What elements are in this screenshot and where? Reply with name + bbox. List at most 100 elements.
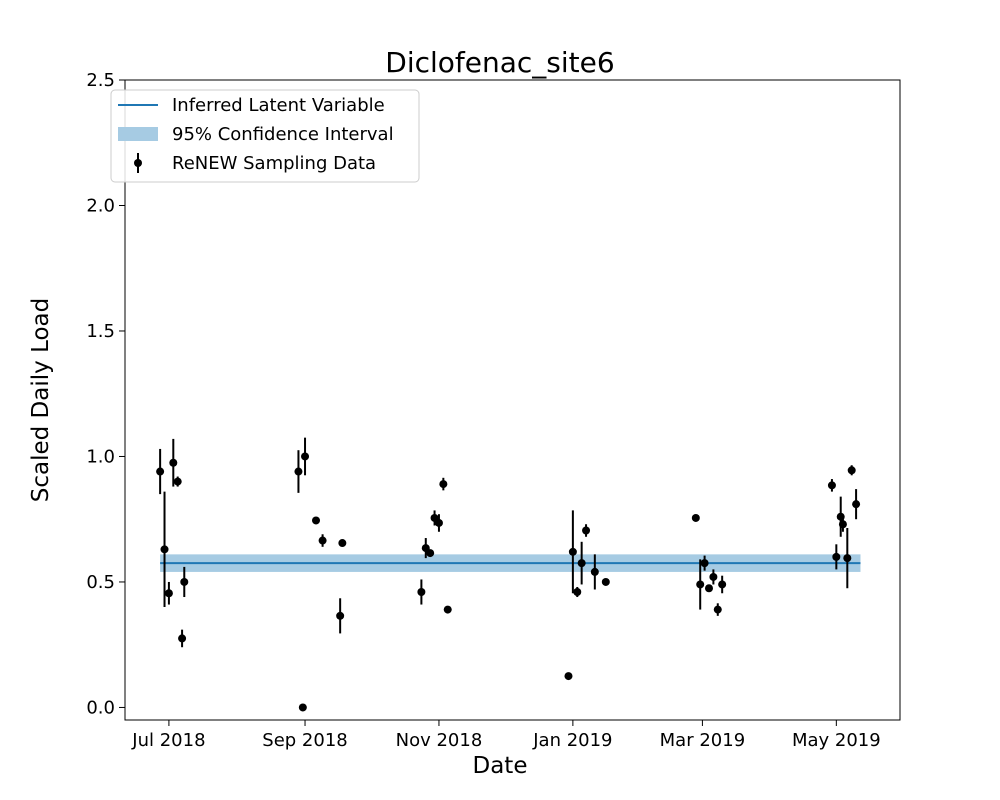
point-marker [338, 539, 347, 548]
legend-ci-swatch [118, 127, 158, 141]
point-marker [573, 588, 582, 596]
point-marker [160, 545, 169, 554]
legend-points-label: ReNEW Sampling Data [172, 153, 376, 174]
data-point [318, 534, 327, 547]
data-point [847, 465, 856, 476]
point-marker [718, 580, 727, 589]
y-tick-label: 1.0 [86, 446, 115, 467]
data-point [312, 516, 321, 525]
point-marker [843, 554, 852, 563]
data-point [832, 544, 841, 570]
point-marker [713, 605, 722, 614]
point-marker [700, 559, 709, 568]
legend-ci-label: 95% Confidence Interval [172, 124, 394, 145]
point-marker [852, 500, 861, 509]
chart-title: Diclofenac_site6 [385, 46, 614, 79]
data-point [426, 549, 435, 558]
data-point [338, 539, 347, 548]
data-point [827, 479, 836, 492]
data-point [843, 528, 852, 589]
point-marker [417, 588, 426, 596]
y-axis: 0.0 0.5 1.0 1.5 2.0 2.5 [86, 70, 125, 718]
x-tick-label: Nov 2018 [396, 730, 483, 751]
y-tick-label: 2.5 [86, 70, 115, 91]
point-marker [434, 518, 443, 527]
data-point [417, 579, 426, 605]
x-tick-label: May 2019 [792, 730, 881, 751]
x-tick-label: Mar 2019 [660, 730, 746, 751]
x-tick-label: Jan 2019 [532, 730, 612, 751]
point-marker [426, 549, 435, 558]
data-point [700, 555, 709, 571]
data-point [434, 514, 443, 532]
x-tick-label: Sep 2018 [262, 730, 347, 751]
data-point [294, 450, 303, 493]
data-point [439, 477, 448, 491]
x-axis: Jul 2018 Sep 2018 Nov 2018 Jan 2019 Mar 2019… [131, 720, 881, 751]
y-axis-label: Scaled Daily Load [28, 298, 54, 502]
point-marker [691, 513, 700, 522]
point-marker [832, 552, 841, 561]
data-point [691, 513, 700, 522]
data-point [160, 491, 169, 608]
point-marker [564, 672, 573, 681]
point-marker [312, 516, 321, 525]
data-point [590, 554, 599, 590]
data-point [173, 476, 182, 487]
point-marker [443, 605, 452, 614]
data-point [180, 566, 189, 598]
point-marker [318, 536, 327, 545]
data-point [156, 448, 165, 495]
data-point [696, 559, 705, 610]
x-axis-label: Date [473, 753, 528, 779]
point-marker [294, 467, 303, 476]
data-point [301, 437, 310, 476]
data-point [582, 524, 591, 537]
point-marker [336, 611, 345, 620]
point-marker [582, 526, 591, 535]
point-marker [838, 520, 847, 529]
data-point [564, 672, 573, 681]
point-marker [164, 589, 173, 598]
point-marker [601, 577, 610, 586]
point-marker [169, 458, 178, 467]
data-point [577, 541, 586, 585]
point-marker [173, 477, 182, 486]
point-marker [709, 572, 718, 581]
legend-latent-label: Inferred Latent Variable [172, 95, 385, 116]
legend-box [110, 89, 420, 183]
data-point [336, 598, 345, 634]
data-point [709, 569, 718, 585]
data-point [852, 489, 861, 520]
legend: Inferred Latent Variable 95% Confidence … [110, 89, 420, 183]
point-marker [590, 567, 599, 576]
plot-area [124, 79, 901, 721]
point-marker [156, 467, 165, 476]
data-point [718, 575, 727, 594]
plot-frame [124, 79, 901, 721]
point-marker [704, 584, 713, 593]
data-point [164, 581, 173, 605]
point-marker [827, 481, 836, 490]
point-marker [178, 634, 187, 643]
y-tick-label: 1.5 [86, 321, 115, 342]
y-tick-label: 2.0 [86, 195, 115, 216]
data-points [156, 437, 861, 712]
x-tick-label: Jul 2018 [131, 730, 205, 751]
point-marker [696, 580, 705, 589]
point-marker [568, 547, 577, 556]
data-point [704, 584, 713, 593]
legend-points-marker [134, 159, 142, 167]
data-point [298, 703, 307, 712]
point-marker [180, 577, 189, 586]
point-marker [298, 703, 307, 712]
point-marker [301, 452, 310, 461]
data-point [838, 516, 847, 532]
point-marker [577, 559, 586, 568]
data-point [178, 629, 187, 648]
data-point [169, 438, 178, 487]
data-point [568, 510, 577, 594]
y-tick-label: 0.5 [86, 572, 115, 593]
data-point [443, 605, 452, 614]
